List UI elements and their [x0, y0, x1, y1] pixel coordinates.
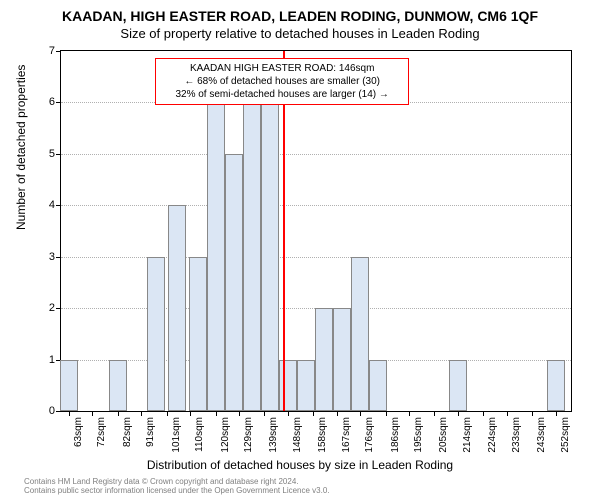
x-tick-mark: [216, 411, 217, 416]
histogram-bar: [297, 360, 315, 411]
histogram-bar: [225, 154, 243, 411]
y-tick-label: 2: [33, 302, 55, 314]
x-tick-mark: [458, 411, 459, 416]
x-tick-mark: [483, 411, 484, 416]
y-tick-label: 7: [33, 45, 55, 57]
histogram-bar: [261, 102, 279, 411]
histogram-bar: [147, 257, 165, 411]
y-axis-label: Number of detached properties: [14, 65, 28, 230]
x-tick-mark: [92, 411, 93, 416]
x-tick-mark: [288, 411, 289, 416]
y-tick-mark: [56, 257, 61, 258]
histogram-bar: [109, 360, 127, 411]
footer-line-2: Contains public sector information licen…: [24, 486, 330, 496]
histogram-bar: [333, 308, 351, 411]
footer-line-1: Contains HM Land Registry data © Crown c…: [24, 477, 330, 487]
y-tick-label: 4: [33, 199, 55, 211]
y-tick-mark: [56, 102, 61, 103]
footer-attribution: Contains HM Land Registry data © Crown c…: [24, 477, 330, 496]
histogram-bar: [207, 102, 225, 411]
chart-plot-area: 0123456763sqm72sqm82sqm91sqm101sqm110sqm…: [60, 50, 572, 412]
histogram-bar: [168, 205, 186, 411]
gridline: [61, 205, 571, 206]
x-tick-mark: [264, 411, 265, 416]
histogram-bar: [243, 102, 261, 411]
x-tick-mark: [434, 411, 435, 416]
x-tick-mark: [69, 411, 70, 416]
histogram-bar: [189, 257, 207, 411]
y-tick-mark: [56, 205, 61, 206]
histogram-bar: [449, 360, 467, 411]
x-tick-mark: [337, 411, 338, 416]
y-tick-label: 3: [33, 251, 55, 263]
y-tick-label: 5: [33, 148, 55, 160]
x-tick-mark: [507, 411, 508, 416]
x-tick-mark: [386, 411, 387, 416]
y-tick-mark: [56, 154, 61, 155]
annotation-box: KAADAN HIGH EASTER ROAD: 146sqm← 68% of …: [155, 58, 409, 105]
histogram-bar: [315, 308, 333, 411]
x-tick-mark: [239, 411, 240, 416]
x-tick-mark: [190, 411, 191, 416]
y-tick-label: 6: [33, 96, 55, 108]
histogram-bar: [60, 360, 78, 411]
x-tick-mark: [313, 411, 314, 416]
gridline: [61, 257, 571, 258]
x-tick-mark: [409, 411, 410, 416]
histogram-bar: [351, 257, 369, 411]
x-axis-label: Distribution of detached houses by size …: [0, 458, 600, 472]
y-tick-mark: [56, 308, 61, 309]
x-tick-mark: [118, 411, 119, 416]
x-tick-mark: [141, 411, 142, 416]
chart-title-sub: Size of property relative to detached ho…: [0, 24, 600, 41]
chart-title-main: KAADAN, HIGH EASTER ROAD, LEADEN RODING,…: [0, 0, 600, 24]
x-tick-mark: [360, 411, 361, 416]
annotation-line: KAADAN HIGH EASTER ROAD: 146sqm: [162, 62, 402, 75]
x-tick-mark: [556, 411, 557, 416]
y-tick-label: 0: [33, 405, 55, 417]
y-tick-label: 1: [33, 354, 55, 366]
annotation-line: 32% of semi-detached houses are larger (…: [162, 88, 402, 101]
x-tick-mark: [532, 411, 533, 416]
y-tick-mark: [56, 51, 61, 52]
histogram-bar: [279, 360, 297, 411]
histogram-bar: [369, 360, 387, 411]
x-tick-mark: [167, 411, 168, 416]
y-tick-mark: [56, 411, 61, 412]
gridline: [61, 154, 571, 155]
annotation-line: ← 68% of detached houses are smaller (30…: [162, 75, 402, 88]
histogram-bar: [547, 360, 565, 411]
